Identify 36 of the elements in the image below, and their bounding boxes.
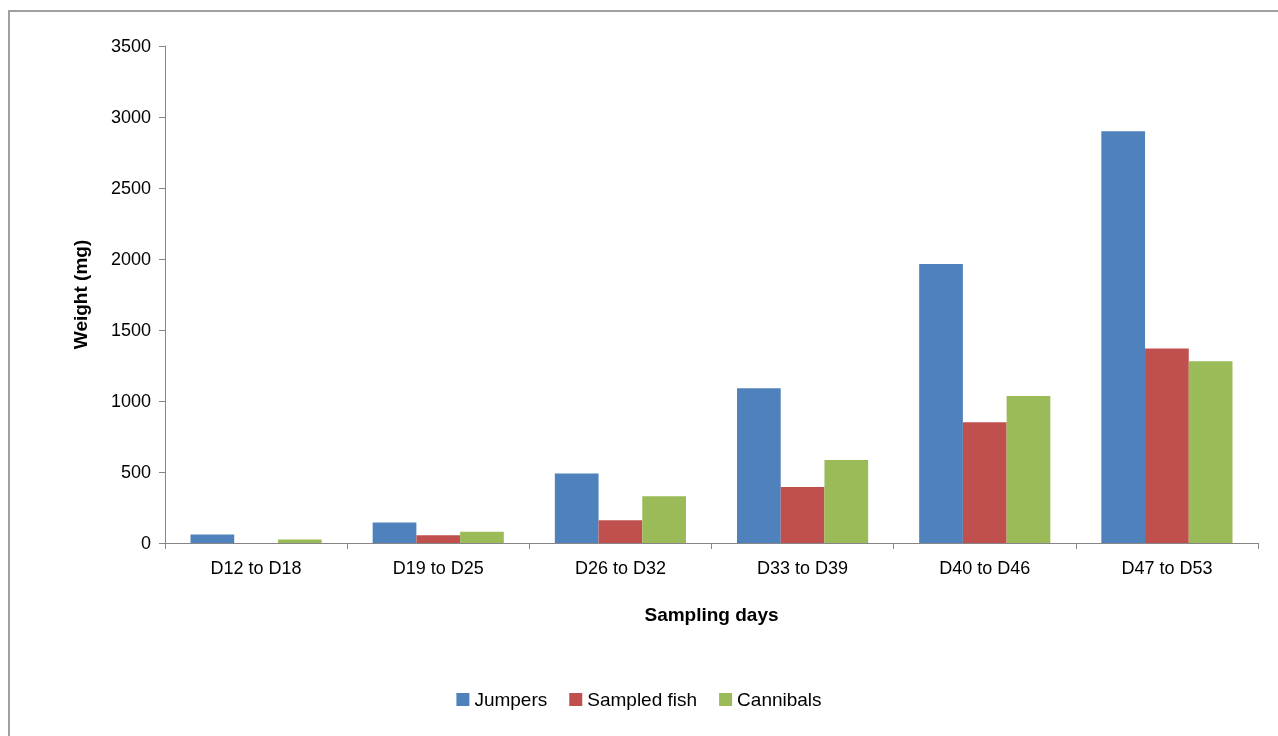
x-tick-label: D12 to D18	[210, 558, 302, 578]
bar	[1188, 361, 1233, 543]
y-tick-label: 2000	[110, 249, 151, 269]
bar	[962, 422, 1007, 543]
bar	[1145, 348, 1189, 543]
x-axis-title: Sampling days	[644, 604, 779, 625]
x-tick-label: D19 to D25	[392, 558, 484, 578]
bar	[919, 263, 963, 543]
bar	[598, 520, 643, 543]
bar	[780, 486, 825, 543]
y-tick-label: 2500	[110, 178, 151, 198]
bar	[1006, 396, 1051, 543]
legend-label: Sampled fish	[587, 689, 698, 710]
bar	[824, 459, 869, 543]
y-tick-label: 3000	[110, 107, 151, 127]
y-tick-label: 500	[120, 462, 151, 482]
bar	[416, 535, 461, 543]
x-tick-label: D33 to D39	[757, 558, 849, 578]
y-tick-label: 1500	[110, 320, 151, 340]
x-tick-label: D47 to D53	[1121, 558, 1213, 578]
legend-label: Cannibals	[737, 689, 822, 710]
x-tick-label: D26 to D32	[574, 558, 666, 578]
bar	[737, 388, 781, 543]
bar	[460, 531, 504, 543]
bar	[1101, 131, 1146, 543]
bar	[372, 522, 417, 543]
bar	[277, 539, 322, 543]
y-tick-label: 3500	[110, 36, 151, 56]
legend-label: Jumpers	[474, 689, 548, 710]
bar	[554, 473, 599, 543]
bar	[642, 496, 686, 543]
y-tick-label: 1000	[110, 391, 151, 411]
x-tick-label: D40 to D46	[939, 558, 1031, 578]
y-tick-label: 0	[140, 533, 151, 553]
bar	[190, 534, 235, 543]
y-axis-title: Weight (mg)	[70, 239, 91, 350]
